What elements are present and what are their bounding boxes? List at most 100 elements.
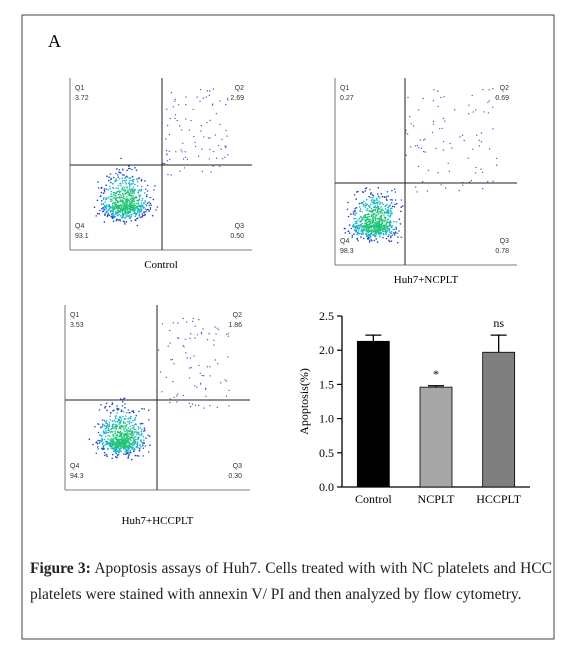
event-dot bbox=[188, 129, 191, 131]
event-dot bbox=[154, 185, 156, 187]
quadrant-value: 0.27 bbox=[340, 95, 354, 102]
event-dot bbox=[373, 225, 376, 227]
event-dot bbox=[426, 190, 429, 192]
quadrant-name: Q2 bbox=[500, 85, 509, 92]
event-dot bbox=[375, 211, 377, 213]
event-dot bbox=[397, 236, 399, 238]
event-dot bbox=[117, 174, 119, 176]
event-dot bbox=[405, 132, 407, 134]
event-dot bbox=[192, 320, 194, 322]
event-dot bbox=[121, 196, 123, 199]
quadrant-name: Q4 bbox=[340, 238, 349, 245]
event-dot bbox=[368, 206, 371, 208]
event-dot bbox=[377, 201, 379, 204]
event-dot bbox=[367, 205, 370, 207]
event-dot bbox=[375, 238, 378, 240]
event-dot bbox=[166, 124, 169, 127]
event-dot bbox=[131, 435, 133, 437]
event-dot bbox=[120, 426, 122, 429]
event-dot bbox=[102, 442, 104, 444]
event-dot bbox=[95, 452, 98, 455]
event-dot bbox=[119, 209, 122, 212]
event-dot bbox=[103, 188, 106, 190]
caption: Figure 3: Apoptosis assays of Huh7. Cell… bbox=[30, 556, 552, 608]
event-dot bbox=[211, 104, 214, 106]
event-dot bbox=[372, 218, 375, 221]
event-dot bbox=[219, 123, 221, 126]
event-dot bbox=[193, 135, 195, 138]
event-dot bbox=[364, 206, 367, 208]
event-dot bbox=[115, 445, 117, 448]
event-dot bbox=[371, 194, 374, 196]
event-dot bbox=[191, 403, 194, 405]
event-dot bbox=[365, 228, 368, 230]
event-dot bbox=[128, 165, 130, 168]
event-dot bbox=[107, 448, 109, 451]
event-dot bbox=[122, 220, 125, 222]
event-dot bbox=[144, 180, 146, 182]
event-dot bbox=[127, 167, 130, 170]
event-dot bbox=[142, 441, 144, 444]
event-dot bbox=[101, 435, 103, 438]
event-dot bbox=[374, 202, 376, 205]
event-dot bbox=[351, 236, 354, 238]
event-dot bbox=[203, 407, 205, 409]
event-dot bbox=[131, 179, 133, 182]
event-dot bbox=[392, 232, 395, 234]
event-dot bbox=[386, 222, 388, 224]
event-dot bbox=[121, 182, 124, 184]
event-dot bbox=[380, 218, 382, 220]
event-dot bbox=[115, 199, 117, 201]
event-dot bbox=[393, 220, 395, 223]
event-dot bbox=[374, 231, 377, 233]
event-dot bbox=[391, 234, 394, 236]
event-dot bbox=[124, 210, 127, 212]
event-dot bbox=[388, 227, 391, 230]
y-tick-label: 1.0 bbox=[319, 412, 334, 426]
event-dot bbox=[365, 198, 368, 201]
quadrant-value: 94.3 bbox=[70, 473, 84, 480]
event-dot bbox=[126, 201, 129, 203]
event-dot bbox=[170, 174, 172, 176]
event-dot bbox=[116, 425, 118, 427]
event-dot bbox=[395, 221, 398, 223]
event-dot bbox=[474, 172, 477, 174]
event-dot bbox=[117, 450, 120, 452]
event-dot bbox=[389, 204, 391, 206]
event-dot bbox=[128, 411, 131, 414]
event-dot bbox=[122, 434, 125, 436]
event-dot bbox=[102, 430, 105, 432]
event-dot bbox=[138, 436, 140, 438]
event-dot bbox=[144, 213, 146, 216]
event-dot bbox=[199, 372, 201, 374]
event-dot bbox=[407, 96, 409, 99]
event-dot bbox=[449, 142, 451, 145]
event-dot bbox=[112, 191, 115, 194]
event-dot bbox=[388, 210, 390, 213]
event-dot bbox=[111, 202, 114, 205]
event-dot bbox=[373, 200, 376, 203]
event-dot bbox=[488, 89, 490, 91]
event-dot bbox=[123, 397, 126, 400]
event-dot bbox=[208, 333, 210, 335]
event-dot bbox=[135, 169, 138, 171]
event-dot bbox=[133, 208, 136, 210]
event-dot bbox=[97, 431, 100, 434]
event-dot bbox=[357, 225, 359, 227]
event-dot bbox=[129, 179, 131, 182]
event-dot bbox=[109, 187, 111, 190]
event-dot bbox=[124, 446, 126, 449]
event-dot bbox=[135, 214, 137, 216]
event-dot bbox=[362, 205, 365, 207]
event-dot bbox=[117, 430, 119, 433]
event-dot bbox=[127, 433, 129, 435]
event-dot bbox=[124, 200, 127, 202]
event-dot bbox=[122, 194, 125, 196]
event-dot bbox=[145, 204, 148, 207]
event-dot bbox=[492, 180, 494, 182]
event-dot bbox=[119, 438, 121, 441]
event-dot bbox=[419, 139, 421, 141]
event-dot bbox=[120, 206, 123, 208]
event-dot bbox=[111, 445, 113, 448]
event-dot bbox=[150, 204, 152, 206]
